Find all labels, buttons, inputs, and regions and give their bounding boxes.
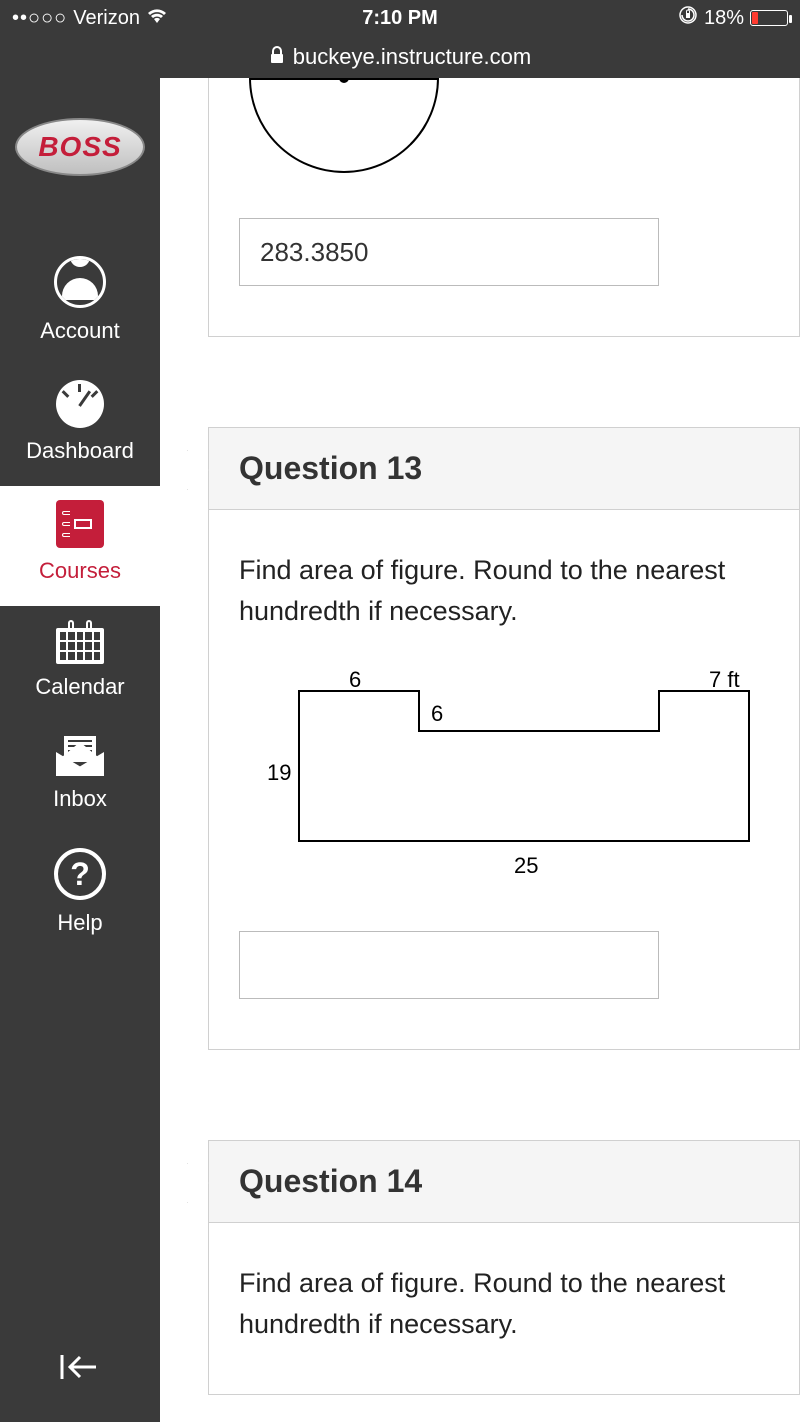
- global-sidebar: BOSS Account Dashboard C: [0, 78, 160, 1422]
- question-title: Question 14: [239, 1163, 422, 1200]
- url-text: buckeye.instructure.com: [293, 44, 531, 70]
- sidebar-item-label: Help: [57, 910, 102, 936]
- battery-percent: 18%: [704, 7, 744, 30]
- sidebar-item-inbox[interactable]: Inbox: [0, 722, 160, 834]
- courses-icon: [56, 500, 104, 548]
- calendar-icon: [56, 620, 104, 664]
- figure-label: 19: [267, 756, 291, 789]
- sidebar-item-calendar[interactable]: Calendar: [0, 606, 160, 722]
- question-13-header: Question 13: [209, 428, 799, 510]
- question-12-figure: [249, 78, 439, 188]
- dashboard-icon: [56, 380, 104, 428]
- question-pointer-icon: [187, 450, 209, 490]
- question-13-figure: 6 6 7 ft 19 25: [259, 661, 759, 891]
- sidebar-item-label: Dashboard: [26, 438, 134, 464]
- battery-icon: [750, 10, 788, 26]
- logo-text: BOSS: [38, 131, 121, 163]
- question-13-answer-input[interactable]: [239, 931, 659, 999]
- sidebar-item-label: Account: [40, 318, 120, 344]
- carrier-label: Verizon: [73, 7, 140, 30]
- question-13-prompt: Find area of figure. Round to the neares…: [239, 550, 769, 631]
- question-12-answer-input[interactable]: [239, 218, 659, 286]
- help-icon: ?: [54, 848, 106, 900]
- brand-logo[interactable]: BOSS: [11, 112, 149, 182]
- main-content: Question 13 Find area of figure. Round t…: [160, 78, 800, 1422]
- avatar-icon: [54, 256, 106, 308]
- figure-label: 6: [349, 663, 361, 696]
- status-right: 18%: [678, 5, 788, 31]
- wifi-icon: [146, 7, 168, 30]
- figure-label: 7 ft: [709, 663, 740, 696]
- question-13-card: Question 13 Find area of figure. Round t…: [208, 427, 800, 1050]
- sidebar-item-label: Inbox: [53, 786, 107, 812]
- question-14-header: Question 14: [209, 1141, 799, 1223]
- signal-dots-icon: ••○○○: [12, 7, 67, 30]
- status-time: 7:10 PM: [362, 7, 438, 30]
- question-pointer-icon: [187, 1163, 209, 1203]
- status-left: ••○○○ Verizon: [12, 7, 168, 30]
- question-14-card: Question 14 Find area of figure. Round t…: [208, 1140, 800, 1395]
- figure-label: 25: [514, 849, 538, 882]
- sidebar-item-label: Calendar: [35, 674, 124, 700]
- question-title: Question 13: [239, 450, 422, 487]
- sidebar-item-help[interactable]: ? Help: [0, 834, 160, 958]
- sidebar-item-account[interactable]: Account: [0, 242, 160, 366]
- figure-label: 6: [431, 697, 443, 730]
- ios-status-bar: ••○○○ Verizon 7:10 PM 18%: [0, 0, 800, 36]
- question-12-card: [208, 78, 800, 337]
- browser-url-bar[interactable]: buckeye.instructure.com: [0, 36, 800, 78]
- app-container: BOSS Account Dashboard C: [0, 78, 800, 1422]
- sidebar-item-label: Courses: [39, 558, 121, 584]
- lock-icon: [269, 46, 285, 69]
- collapse-sidebar-button[interactable]: [58, 1350, 102, 1392]
- sidebar-item-dashboard[interactable]: Dashboard: [0, 366, 160, 486]
- inbox-icon: [56, 736, 104, 776]
- sidebar-item-courses[interactable]: Courses: [0, 486, 160, 606]
- orientation-lock-icon: [678, 5, 698, 31]
- question-14-prompt: Find area of figure. Round to the neares…: [239, 1263, 769, 1344]
